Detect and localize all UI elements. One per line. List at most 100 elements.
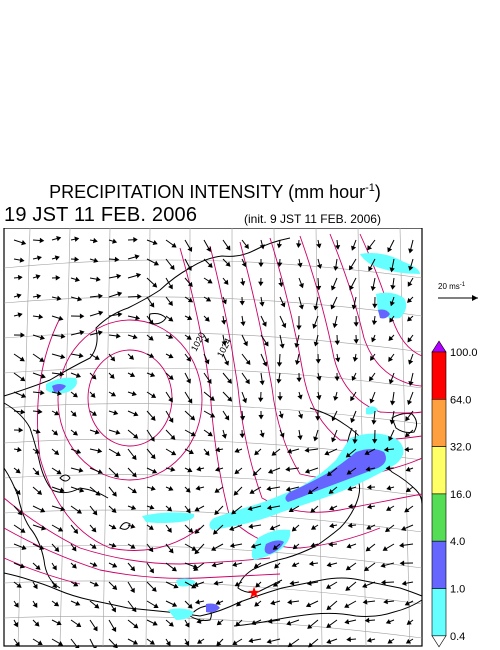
wind-vector-head xyxy=(370,286,376,292)
wind-vector-head xyxy=(404,432,411,438)
wind-vector-head xyxy=(137,293,142,300)
wind-vector-head xyxy=(234,469,240,475)
wind-vector-head xyxy=(185,487,191,493)
wind-vector-head xyxy=(401,580,407,586)
wind-vector-head xyxy=(111,607,116,613)
wind-vector-head xyxy=(36,293,42,300)
wind-vector-head xyxy=(151,393,157,398)
wind-vector-head xyxy=(35,428,41,434)
wind-vector-head xyxy=(254,450,260,456)
wind-vector-head xyxy=(404,600,410,606)
wind-vector-head xyxy=(150,372,156,378)
wind-vector-head xyxy=(188,449,194,455)
wind-vector-head xyxy=(408,359,414,365)
wind-vector-head xyxy=(204,359,210,365)
wind-vector-head xyxy=(37,408,43,415)
wind-vector-head xyxy=(60,333,66,339)
wind-vector-head xyxy=(404,507,410,513)
wind-vector-head xyxy=(170,466,176,472)
wind-vector-head xyxy=(93,581,99,587)
wind-vector-head xyxy=(56,235,62,242)
wind-vector-head xyxy=(207,262,213,268)
wind-vector-head xyxy=(388,335,394,342)
wind-vector-head xyxy=(250,543,256,549)
wind-vector-head xyxy=(133,411,139,417)
legend-swatch xyxy=(431,398,447,447)
wind-vector-head xyxy=(313,305,319,311)
wind-vector-head xyxy=(287,599,293,605)
wind-vector-head xyxy=(330,285,336,291)
legend-level-label: 1.0 xyxy=(450,584,465,596)
wind-vector-head xyxy=(251,620,257,625)
wind-vector-head xyxy=(57,390,62,396)
wind-vector-head xyxy=(272,581,279,587)
wind-vector-head xyxy=(242,398,248,404)
precip-area-light xyxy=(142,512,195,523)
wind-vector-head xyxy=(274,563,280,569)
wind-vector-head xyxy=(135,315,141,321)
wind-vector-head xyxy=(291,526,297,532)
legend-swatch xyxy=(431,588,447,637)
wind-vector-head xyxy=(239,433,245,439)
wind-vector-head xyxy=(353,322,359,327)
wind-vector-head xyxy=(346,636,351,643)
wind-vector-head xyxy=(390,284,396,290)
precipitation-map: 1020 1024 ★ xyxy=(3,228,423,648)
wind-vector-head xyxy=(149,302,155,308)
wind-vector-head xyxy=(214,466,221,472)
wind-vector-head xyxy=(131,504,137,511)
wind-vector-head xyxy=(371,337,377,343)
wind-vector-head xyxy=(367,245,373,251)
legend-level-label: 32.0 xyxy=(450,442,471,454)
wind-vector-head xyxy=(52,430,59,436)
wind-vector-head xyxy=(152,620,158,626)
wind-vector-head xyxy=(315,359,321,364)
wind-vector-head xyxy=(57,640,64,646)
wind-vector-head xyxy=(187,246,193,252)
wind-vector-head xyxy=(16,293,22,299)
wind-vector-head xyxy=(169,264,175,271)
wind-vector-head xyxy=(371,320,378,326)
wind-vector-head xyxy=(19,563,25,569)
wind-vector-head xyxy=(75,448,82,454)
wind-vector-head xyxy=(92,646,97,648)
wind-vector-head xyxy=(234,581,240,587)
wind-vector-head xyxy=(297,435,303,441)
wind-vector-head xyxy=(92,626,98,632)
wind-vector-head xyxy=(240,321,246,327)
wind-vector-head xyxy=(224,360,229,366)
wind-vector-head xyxy=(77,296,83,302)
wind-vector-head xyxy=(187,467,193,473)
legend-swatch xyxy=(431,351,447,400)
wind-vector-head xyxy=(186,356,192,362)
wind-vector-head xyxy=(117,311,123,318)
wind-vector-head xyxy=(366,503,372,510)
wind-vector-head xyxy=(254,601,260,607)
wind-vector-head xyxy=(168,353,174,359)
wind-vector-head xyxy=(184,622,190,628)
wind-vector-head xyxy=(207,431,213,437)
wind-vector-head xyxy=(334,245,341,250)
wind-vector-head xyxy=(113,409,119,416)
wind-vector-head xyxy=(334,340,340,346)
wind-vector-head xyxy=(405,466,411,472)
wind-vector-head xyxy=(229,525,235,531)
wind-vector-head xyxy=(241,261,247,268)
wind-vector-head xyxy=(91,543,97,549)
wind-vector-head xyxy=(232,640,238,646)
wind-vector-head xyxy=(267,618,273,624)
wind-vector-head xyxy=(207,278,213,284)
wind-vector-head xyxy=(353,339,359,344)
wind-vector-head xyxy=(186,265,192,271)
wind-vector-head xyxy=(196,466,202,472)
wind-vector-head xyxy=(287,642,293,648)
wind-vector-head xyxy=(331,416,337,422)
coastline xyxy=(3,237,423,627)
wind-vector-head xyxy=(131,391,137,397)
wind-vector-head xyxy=(326,622,332,628)
wind-vector-head xyxy=(407,316,413,322)
precip-area-medium xyxy=(378,309,390,319)
wind-vector-head xyxy=(78,352,84,359)
wind-vector-head xyxy=(149,639,155,645)
wind-vector-head xyxy=(387,247,393,253)
